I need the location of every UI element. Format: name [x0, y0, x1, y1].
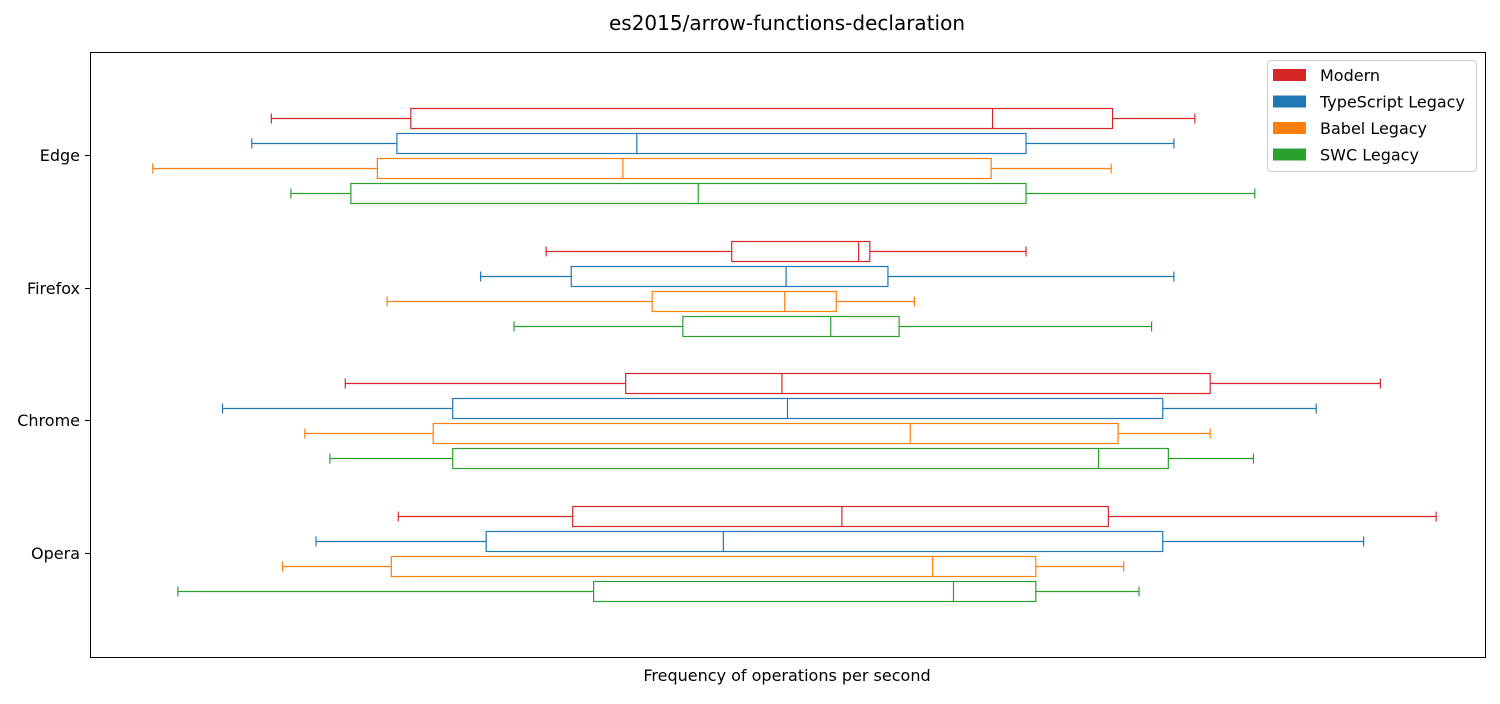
box-babel-legacy-opera [281, 555, 1125, 578]
box-modern-firefox [545, 240, 1027, 263]
iqr-box [625, 372, 1211, 395]
iqr-box [592, 580, 1037, 603]
y-tick-label: Opera [31, 544, 80, 563]
legend-label: Modern [1320, 66, 1380, 85]
iqr-box [390, 555, 1037, 578]
iqr-box [432, 422, 1119, 445]
y-tick-label: Chrome [17, 411, 80, 430]
box-swc-legacy-edge [290, 182, 1256, 205]
legend-item-babel-legacy: Babel Legacy [1273, 119, 1427, 138]
box-babel-legacy-chrome [304, 422, 1211, 445]
legend-label: SWC Legacy [1320, 146, 1419, 165]
plot-area [152, 107, 1437, 603]
iqr-box [682, 315, 900, 338]
iqr-box [572, 505, 1109, 528]
legend-label: Babel Legacy [1320, 119, 1427, 138]
iqr-box [651, 290, 837, 313]
y-tick-label: Firefox [27, 279, 80, 298]
iqr-box [570, 265, 889, 288]
box-modern-opera [397, 505, 1437, 528]
box-babel-legacy-edge [152, 157, 1112, 180]
legend-item-typescript-legacy: TypeScript Legacy [1273, 93, 1465, 112]
iqr-box [452, 397, 1164, 420]
box-modern-chrome [344, 372, 1381, 395]
box-swc-legacy-opera [177, 580, 1140, 603]
iqr-box [485, 530, 1164, 553]
legend-swatch [1273, 69, 1306, 81]
plot-frame [90, 52, 1486, 658]
iqr-box [452, 447, 1169, 470]
box-modern-edge [270, 107, 1196, 130]
box-typescript-legacy-firefox [480, 265, 1175, 288]
iqr-box [376, 157, 992, 180]
box-swc-legacy-firefox [513, 315, 1153, 338]
box-typescript-legacy-edge [251, 132, 1175, 155]
iqr-box [731, 240, 871, 263]
box-typescript-legacy-opera [315, 530, 1365, 553]
y-tick-label: Edge [40, 146, 80, 165]
legend-label: TypeScript Legacy [1319, 93, 1465, 112]
iqr-box [396, 132, 1027, 155]
legend-item-modern: Modern [1273, 66, 1380, 85]
legend-item-swc-legacy: SWC Legacy [1273, 146, 1419, 165]
iqr-box [410, 107, 1114, 130]
legend-swatch [1273, 122, 1306, 134]
box-swc-legacy-chrome [329, 447, 1255, 470]
legend-frame [1267, 60, 1477, 172]
box-babel-legacy-firefox [386, 290, 916, 313]
legend-swatch [1273, 148, 1306, 161]
x-axis-label: Frequency of operations per second [643, 666, 930, 685]
legend-swatch [1273, 95, 1306, 108]
iqr-box [350, 182, 1027, 205]
box-typescript-legacy-chrome [221, 397, 1317, 420]
legend: Modern TypeScript Legacy Babel Legacy SWC L… [1267, 60, 1477, 172]
y-axis-ticks: Edge Firefox Chrome Opera [17, 146, 90, 563]
chart-title: es2015/arrow-functions-declaration [609, 11, 965, 35]
